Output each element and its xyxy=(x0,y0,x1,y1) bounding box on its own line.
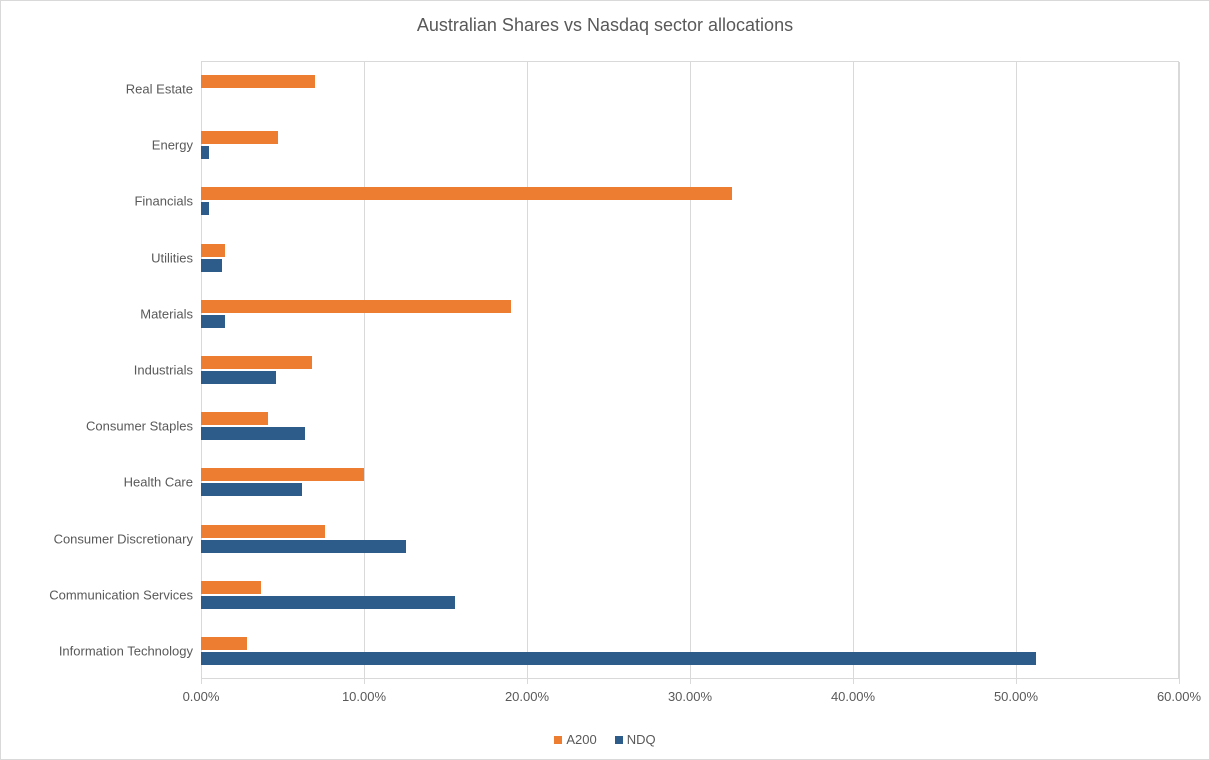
bar-ndq xyxy=(201,259,222,272)
x-tick-label: 10.00% xyxy=(342,689,386,704)
bar-a200 xyxy=(201,412,268,425)
bar-a200 xyxy=(201,356,312,369)
bar-ndq xyxy=(201,146,209,159)
legend-swatch xyxy=(615,736,623,744)
y-category-label: Information Technology xyxy=(59,643,193,658)
y-category-label: Financials xyxy=(134,194,193,209)
bar-a200 xyxy=(201,581,261,594)
bar-ndq xyxy=(201,540,406,553)
x-tick-label: 60.00% xyxy=(1157,689,1201,704)
x-tick xyxy=(690,679,691,684)
y-category-label: Energy xyxy=(152,138,193,153)
gridline xyxy=(1179,62,1180,679)
bar-a200 xyxy=(201,187,732,200)
y-axis-labels: Information Technology Communication Serv… xyxy=(1,61,201,679)
legend-label: A200 xyxy=(566,732,596,747)
bar-a200 xyxy=(201,468,364,481)
x-tick xyxy=(201,679,202,684)
bar-ndq xyxy=(201,202,209,215)
legend-item: NDQ xyxy=(615,732,656,747)
bar-ndq xyxy=(201,483,302,496)
bar-ndq xyxy=(201,652,1036,665)
y-category-label: Health Care xyxy=(124,475,193,490)
x-tick-label: 0.00% xyxy=(183,689,220,704)
bars-layer xyxy=(201,61,1179,679)
y-category-label: Consumer Discretionary xyxy=(54,531,193,546)
bar-a200 xyxy=(201,75,315,88)
x-tick xyxy=(853,679,854,684)
y-category-label: Industrials xyxy=(134,363,193,378)
bar-a200 xyxy=(201,300,511,313)
y-category-label: Materials xyxy=(140,306,193,321)
y-category-label: Communication Services xyxy=(49,587,193,602)
legend-swatch xyxy=(554,736,562,744)
bar-ndq xyxy=(201,371,276,384)
x-tick-label: 20.00% xyxy=(505,689,549,704)
legend-label: NDQ xyxy=(627,732,656,747)
x-axis-labels: 0.00%10.00%20.00%30.00%40.00%50.00%60.00… xyxy=(201,689,1179,709)
y-category-label: Utilities xyxy=(151,250,193,265)
bar-ndq xyxy=(201,427,305,440)
bar-ndq xyxy=(201,596,455,609)
bar-ndq xyxy=(201,315,225,328)
x-tick xyxy=(364,679,365,684)
x-tick-label: 50.00% xyxy=(994,689,1038,704)
bar-a200 xyxy=(201,637,247,650)
legend: A200 NDQ xyxy=(1,732,1209,747)
y-category-label: Consumer Staples xyxy=(86,419,193,434)
legend-item: A200 xyxy=(554,732,596,747)
x-tick-label: 40.00% xyxy=(831,689,875,704)
bar-a200 xyxy=(201,131,278,144)
chart-title: Australian Shares vs Nasdaq sector alloc… xyxy=(1,1,1209,36)
bar-a200 xyxy=(201,244,225,257)
y-category-label: Real Estate xyxy=(126,82,193,97)
x-tick xyxy=(1179,679,1180,684)
chart-container: Australian Shares vs Nasdaq sector alloc… xyxy=(0,0,1210,760)
x-tick xyxy=(1016,679,1017,684)
x-tick-label: 30.00% xyxy=(668,689,712,704)
bar-a200 xyxy=(201,525,325,538)
x-tick xyxy=(527,679,528,684)
